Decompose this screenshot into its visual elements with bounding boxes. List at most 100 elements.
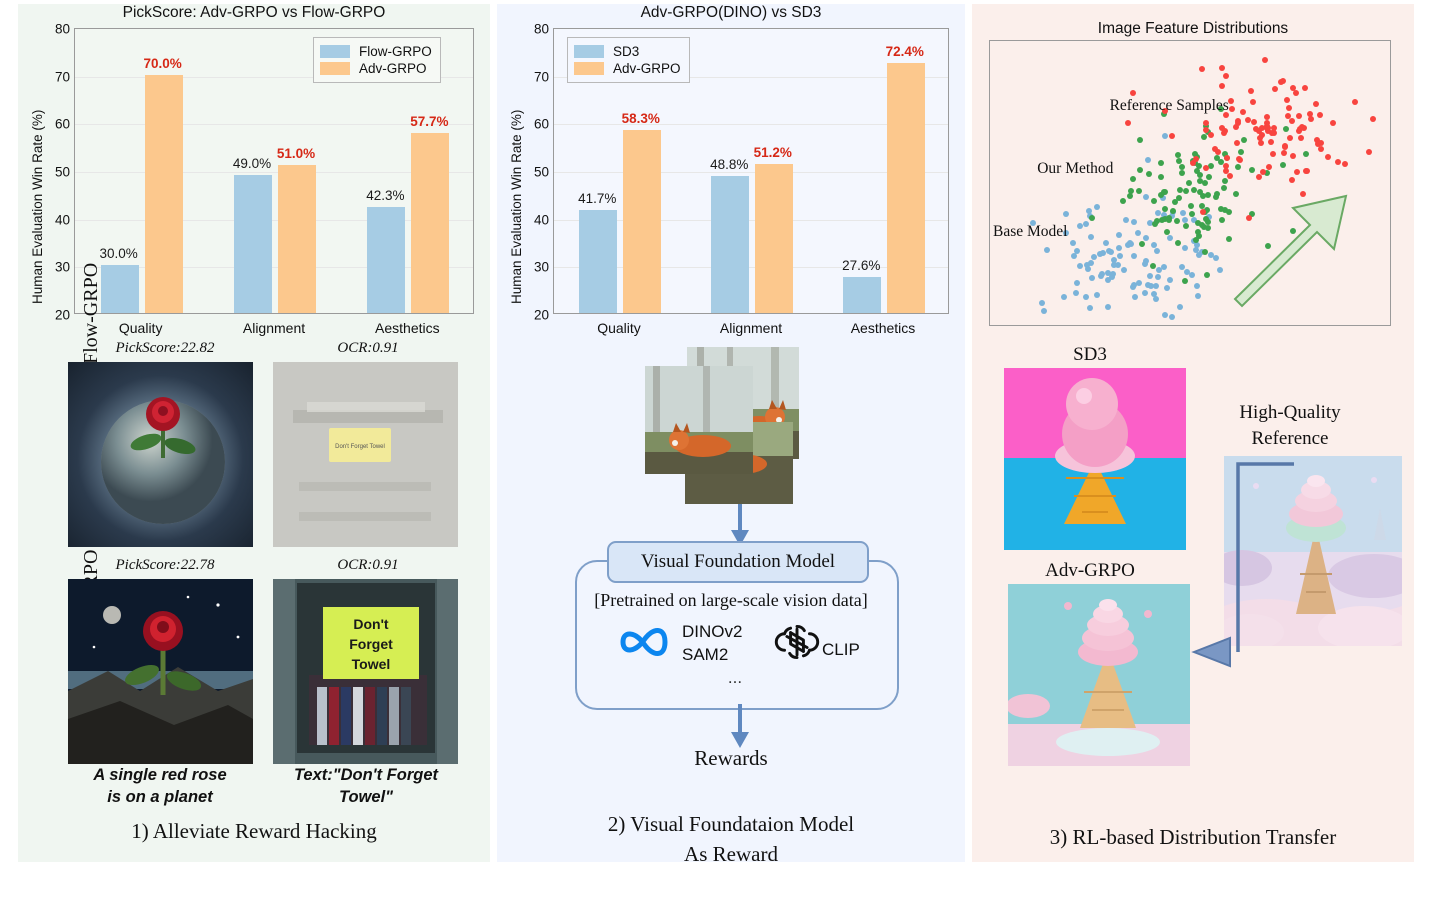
scatter-point — [1189, 211, 1196, 218]
scatter-point — [1191, 216, 1198, 223]
scatter-point — [1317, 145, 1324, 152]
scatter-point — [1125, 119, 1132, 126]
scatter-point — [1221, 206, 1228, 213]
scatter-point — [1247, 87, 1254, 94]
scatter-point — [1136, 136, 1143, 143]
chart-bar-value-label: 72.4% — [885, 44, 924, 60]
scatter-point — [1252, 126, 1259, 133]
scatter-title: Image Feature Distributions — [1097, 20, 1289, 37]
scatter-point — [1255, 173, 1262, 180]
scatter-point — [1218, 159, 1225, 166]
scatter-point — [1302, 84, 1309, 91]
scatter-point — [1206, 174, 1213, 181]
legend-swatch-sd3 — [574, 45, 604, 58]
rose-planet-art — [101, 397, 225, 524]
scatter-point — [1289, 153, 1296, 160]
scatter-point — [1111, 256, 1118, 263]
scatter-point — [1271, 124, 1277, 131]
scatter-point — [1152, 282, 1159, 289]
prompt-line: A single red rose — [93, 766, 227, 784]
scatter-point — [1147, 272, 1154, 279]
scatter-point — [1192, 155, 1199, 162]
scatter-point — [1103, 239, 1110, 246]
scatter-annotation-base-model: Base Model — [993, 223, 1068, 241]
chart-x-tick: Alignment — [719, 320, 783, 336]
scatter-point — [1162, 107, 1169, 114]
chart-bar-value-label: 30.0% — [99, 246, 138, 262]
scatter-point — [1060, 293, 1067, 300]
scatter-point — [1161, 206, 1168, 213]
scatter-point — [1182, 216, 1189, 223]
rose-space-art — [68, 579, 253, 764]
chart-gridline — [75, 267, 473, 269]
chart-bar — [843, 276, 882, 313]
chart-plot-area: 20 30 40 50 60 70 80 — [534, 22, 949, 323]
scatter-point — [1152, 221, 1159, 228]
scatter-point — [1283, 97, 1290, 104]
scatter-point — [1341, 160, 1348, 167]
scatter-point — [1181, 245, 1188, 252]
scatter-point — [1173, 218, 1180, 225]
scatter-point — [1300, 190, 1307, 197]
scatter-point — [1158, 159, 1165, 166]
chart-bar — [144, 74, 183, 313]
chart-y-tick: 70 — [54, 69, 70, 85]
scatter-point — [1293, 168, 1300, 175]
scatter-point — [1179, 169, 1186, 176]
scatter-point — [1182, 278, 1189, 285]
scatter-point — [1168, 313, 1175, 320]
scatter-point — [1191, 151, 1198, 158]
meta-infinity-icon — [620, 628, 668, 656]
scatter-point — [1161, 188, 1167, 195]
legend-swatch-adv-grpo — [320, 62, 350, 75]
metric-ocr-advgrpo: OCR:0.91 — [337, 557, 399, 573]
scatter-point — [1077, 263, 1084, 270]
scatter-point — [1196, 163, 1203, 170]
scatter-point — [1196, 178, 1203, 184]
legend-item: Adv-GRPO — [320, 61, 432, 76]
scatter-point — [1138, 240, 1145, 247]
svg-text:Towel: Towel — [352, 656, 391, 672]
scatter-point — [1204, 219, 1211, 226]
scatter-point — [1194, 241, 1201, 248]
scatter-point — [1144, 156, 1151, 163]
scatter-point — [1093, 291, 1100, 298]
chart-y-axis-label: Human Evaluation Win Rate (%) — [30, 109, 45, 304]
scatter-point — [1286, 134, 1293, 141]
scatter-point — [1141, 289, 1148, 296]
scatter-point — [1218, 206, 1225, 213]
image-advgrpo-ice-cream — [1008, 584, 1190, 766]
scatter-point — [1192, 236, 1199, 243]
scatter-point — [1115, 231, 1122, 238]
chart-bar-value-label: 49.0% — [232, 155, 272, 171]
scatter-point — [1062, 210, 1069, 217]
image-rose-on-planet-flowgrpo — [68, 362, 253, 547]
scatter-point — [1179, 263, 1186, 270]
scatter-point — [1116, 245, 1122, 252]
scatter-point — [1270, 151, 1277, 158]
scatter-point — [1317, 112, 1323, 119]
label-adv-grpo: Adv-GRPO — [1045, 560, 1135, 581]
scatter-point — [1272, 85, 1278, 92]
panel-caption-1: 1) Alleviate Reward Hacking — [131, 819, 377, 843]
scatter-point — [1208, 162, 1215, 169]
prompt-line: Towel" — [339, 788, 393, 807]
locker-note-art: Don't Forget Towel — [273, 579, 458, 764]
scatter-point — [1264, 243, 1271, 250]
scatter-point — [1104, 270, 1111, 276]
scatter-point — [1180, 209, 1187, 216]
scatter-point — [1234, 163, 1241, 170]
scatter-point — [1126, 193, 1133, 200]
scatter-point — [1285, 104, 1292, 111]
scatter-point — [1201, 248, 1208, 255]
scatter-point — [1189, 160, 1196, 167]
scatter-point — [1044, 247, 1051, 254]
scatter-point — [1289, 85, 1296, 91]
scatter-point — [1131, 253, 1138, 260]
scatter-point — [1225, 208, 1232, 215]
chart-bar — [754, 164, 793, 313]
scatter-point — [1203, 119, 1210, 126]
scatter-point — [1196, 171, 1203, 178]
model-name-dinov2: DINOv2 — [682, 622, 743, 641]
scatter-point — [1335, 159, 1342, 165]
